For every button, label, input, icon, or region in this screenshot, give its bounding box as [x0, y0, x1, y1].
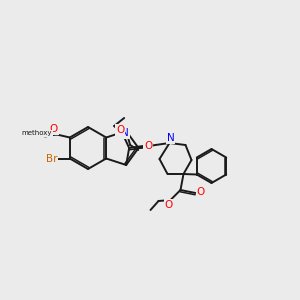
Text: methoxy: methoxy — [22, 130, 52, 136]
Text: Br: Br — [46, 154, 58, 164]
Text: O: O — [144, 141, 152, 151]
Text: O: O — [196, 187, 205, 197]
Text: O: O — [164, 200, 172, 210]
Text: O: O — [50, 124, 58, 134]
Text: O: O — [116, 125, 124, 135]
Text: N: N — [167, 133, 174, 143]
Text: N: N — [121, 128, 129, 138]
